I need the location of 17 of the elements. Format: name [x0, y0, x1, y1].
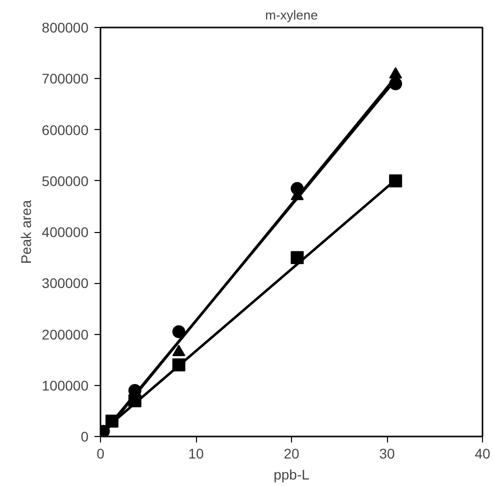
y-tick-label: 0	[80, 428, 89, 444]
y-tick-label: 200000	[42, 326, 89, 342]
x-tick-label: 20	[284, 446, 300, 462]
x-axis-title: ppb-L	[274, 466, 310, 482]
x-tick-label: 40	[474, 446, 490, 462]
chart-title: m-xylene	[265, 8, 318, 22]
y-axis-title: Peak area	[18, 200, 34, 264]
y-tick-label: 400000	[42, 224, 89, 240]
y-tick-label: 100000	[42, 377, 89, 394]
y-tick-label: 800000	[42, 20, 89, 36]
y-tick-label: 500000	[42, 172, 89, 189]
x-tick-label: 10	[188, 446, 204, 462]
x-tick-label: 30	[379, 446, 395, 462]
y-tick-label: 700000	[42, 70, 89, 87]
y-tick-label: 600000	[42, 122, 89, 138]
x-tick-label: 0	[96, 446, 105, 462]
y-tick-label: 300000	[42, 275, 89, 292]
